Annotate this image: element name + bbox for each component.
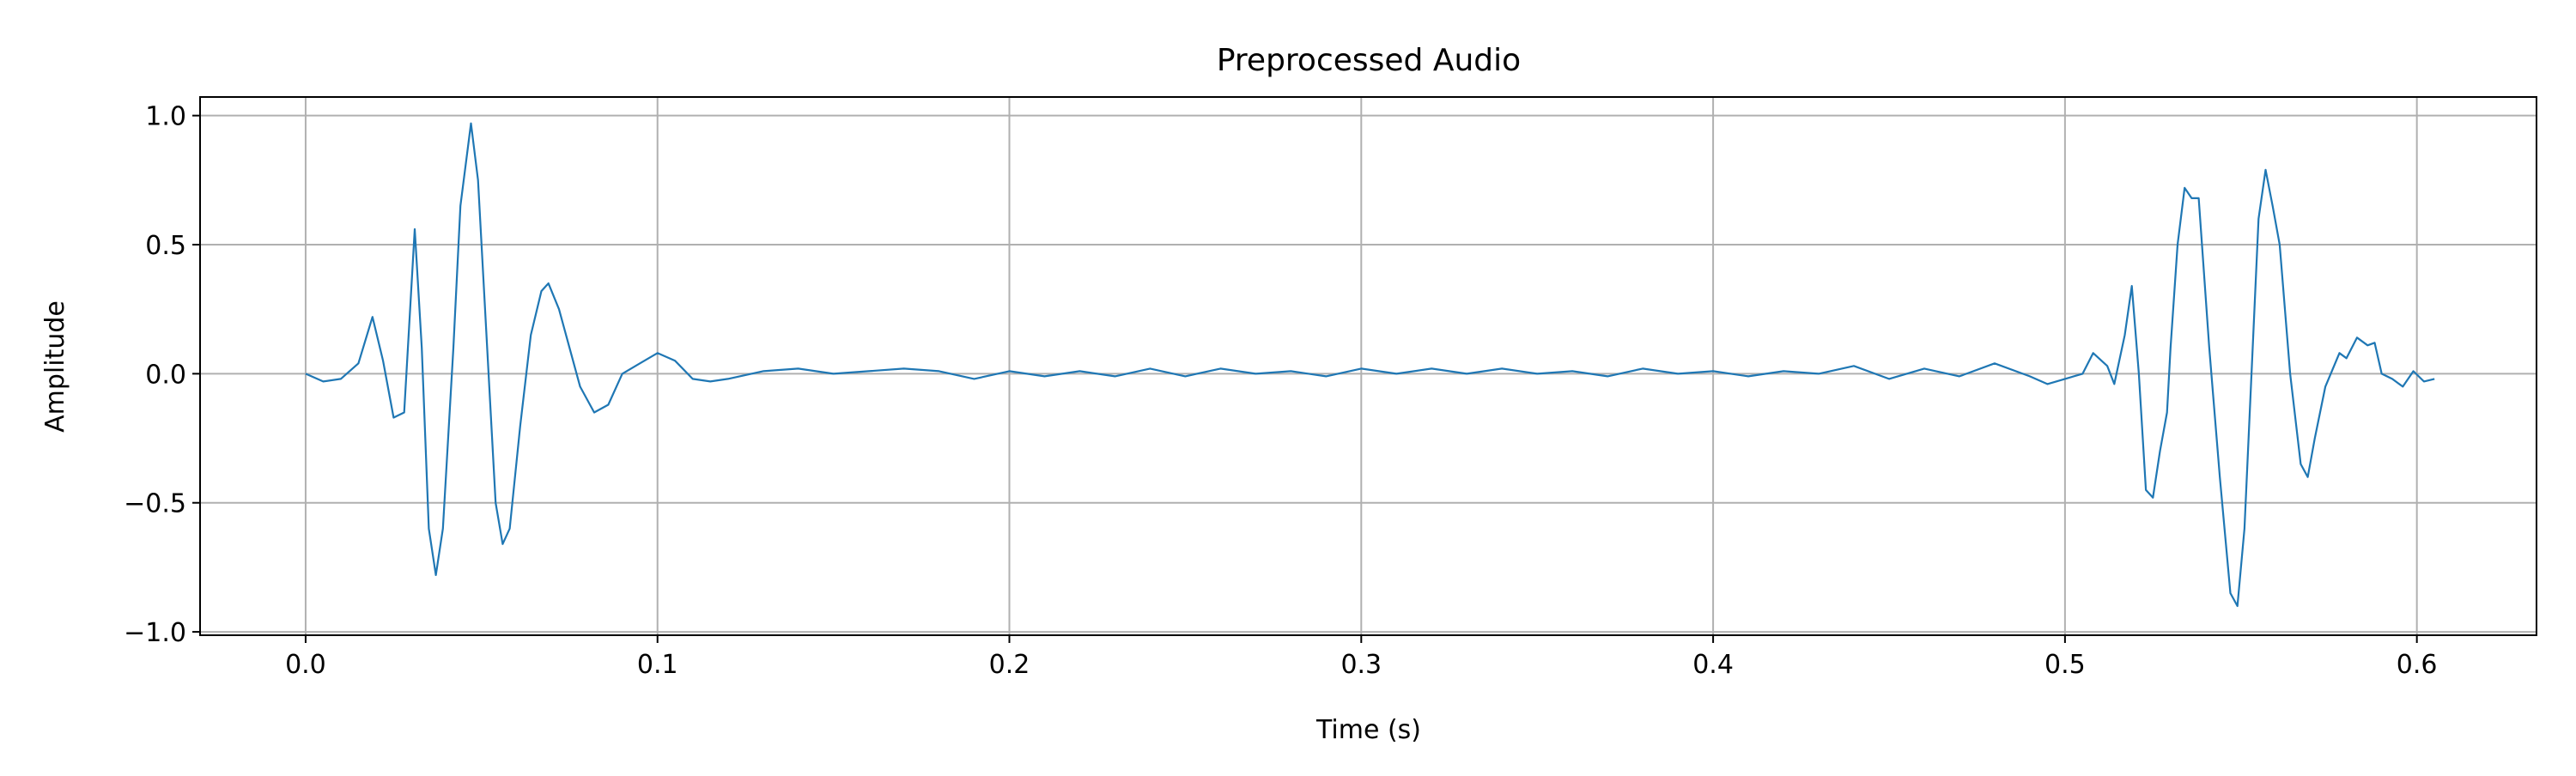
x-axis-label: Time (s) — [1315, 715, 1421, 745]
y-axis-label: Amplitude — [40, 300, 70, 433]
waveform-line — [305, 122, 2435, 608]
y-tick-label: 1.0 — [145, 102, 186, 132]
y-tick-label: −1.0 — [124, 618, 186, 648]
x-tick-label: 0.5 — [2044, 650, 2086, 680]
y-tick-label: −0.5 — [124, 489, 186, 519]
x-tick-label: 0.2 — [989, 650, 1030, 680]
x-tick-label: 0.0 — [285, 650, 326, 680]
y-tick-label: 0.0 — [145, 360, 186, 390]
x-tick-label: 0.6 — [2397, 650, 2438, 680]
x-tick-label: 0.3 — [1340, 650, 1382, 680]
y-tick-label: 0.5 — [145, 231, 186, 261]
plot-frame — [199, 96, 2537, 636]
x-tick-label: 0.1 — [637, 650, 678, 680]
chart-title: Preprocessed Audio — [1217, 43, 1521, 78]
x-tick-label: 0.4 — [1692, 650, 1734, 680]
